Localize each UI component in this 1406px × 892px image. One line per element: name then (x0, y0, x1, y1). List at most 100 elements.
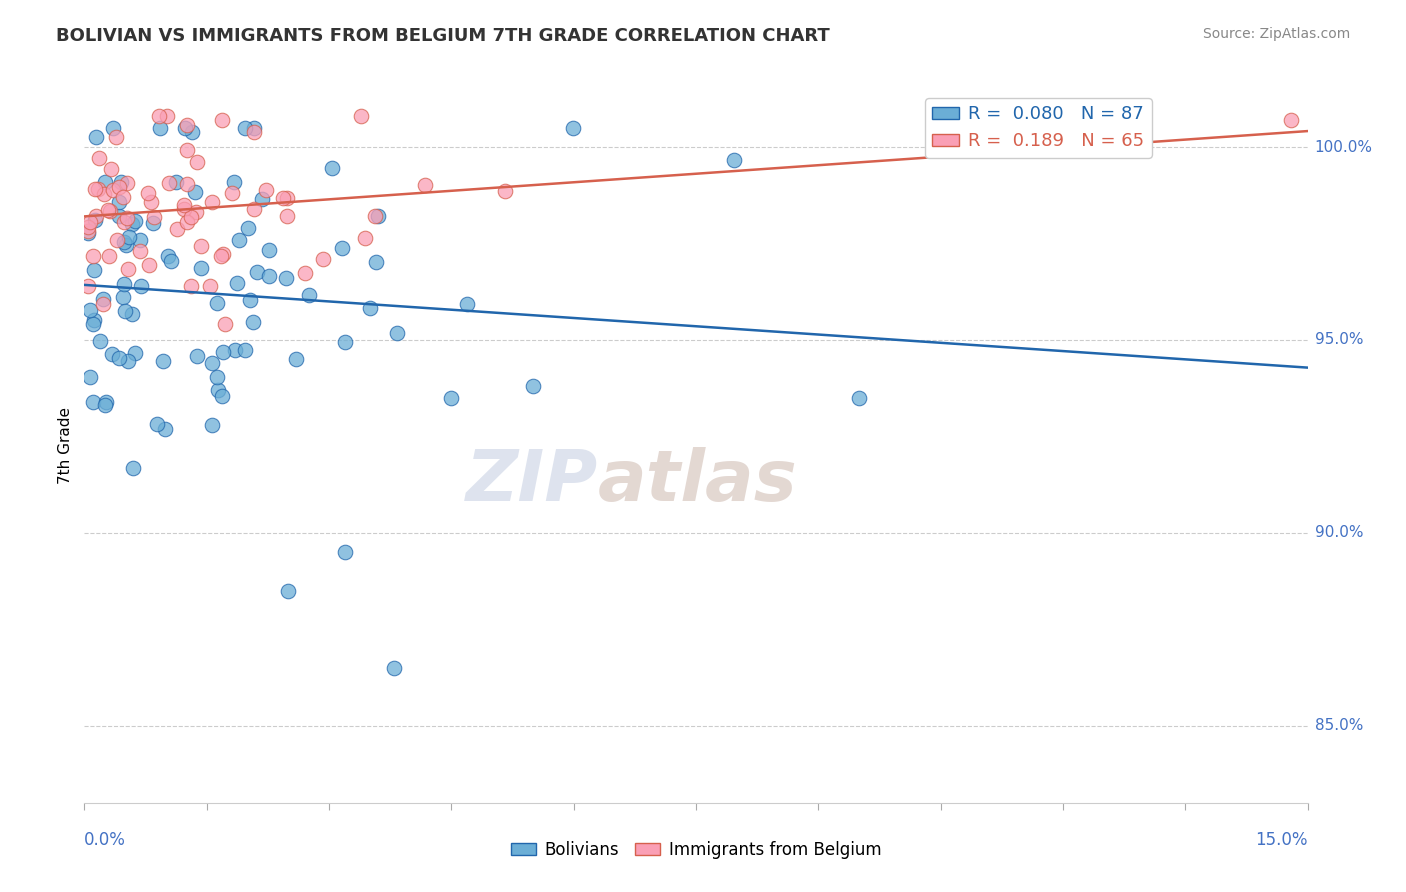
Point (112, 215, 135, 229)
Point (233, 120, 256, 135)
Point (274, 271, 297, 285)
Point (359, 301, 381, 315)
Point (333, 334, 356, 349)
Point (214, 317, 236, 331)
Point (205, 295, 228, 310)
Point (190, 238, 212, 252)
Point (212, 345, 235, 359)
Point (176, 177, 198, 191)
Point (129, 278, 152, 293)
Point (115, 238, 138, 252)
Text: Source: ZipAtlas.com: Source: ZipAtlas.com (1202, 27, 1350, 41)
Point (1279, 113, 1302, 128)
Point (153, 422, 176, 436)
Point (285, 351, 308, 366)
Point (110, 175, 132, 189)
Point (228, 233, 250, 247)
Point (180, 211, 202, 225)
Point (112, 190, 135, 204)
Point (198, 278, 221, 293)
Point (117, 353, 139, 368)
Point (105, 129, 128, 144)
Point (98, 204, 121, 219)
Point (124, 346, 146, 360)
Point (233, 343, 256, 357)
Point (160, 253, 183, 268)
Point (186, 349, 208, 363)
Point (382, 661, 405, 675)
Point (440, 391, 463, 405)
Point (166, 222, 188, 236)
Point (173, 120, 195, 135)
Point (103, 120, 125, 135)
Point (138, 258, 160, 272)
Point (211, 388, 233, 402)
Point (254, 183, 277, 197)
Point (330, 241, 353, 255)
Point (226, 276, 249, 290)
Text: 95.0%: 95.0% (1315, 333, 1362, 347)
Point (335, 545, 357, 559)
Point (201, 356, 224, 370)
Point (456, 296, 478, 310)
Point (100, 161, 122, 176)
Point (121, 217, 143, 231)
Point (276, 209, 298, 223)
Point (212, 247, 235, 261)
Point (211, 112, 233, 127)
Point (209, 249, 232, 263)
Point (562, 120, 585, 135)
Point (96, 395, 118, 409)
Point (117, 211, 139, 226)
Text: 90.0%: 90.0% (1315, 525, 1362, 541)
Point (257, 244, 280, 258)
Point (166, 175, 188, 189)
Text: 15.0%: 15.0% (1256, 831, 1308, 849)
Point (112, 277, 135, 292)
Point (257, 269, 280, 284)
Legend: Bolivians, Immigrants from Belgium: Bolivians, Immigrants from Belgium (503, 835, 889, 866)
Point (494, 184, 516, 198)
Point (364, 254, 387, 268)
Point (84, 212, 107, 227)
Point (173, 202, 195, 217)
Point (201, 418, 224, 433)
Text: ZIP: ZIP (465, 447, 598, 516)
Point (298, 288, 321, 302)
Text: 0.0%: 0.0% (84, 831, 127, 849)
Point (186, 205, 208, 219)
Point (224, 175, 246, 189)
Point (176, 143, 198, 157)
Point (367, 209, 389, 223)
Y-axis label: 7th Grade: 7th Grade (58, 408, 73, 484)
Point (242, 125, 264, 139)
Point (117, 230, 139, 244)
Point (364, 209, 387, 223)
Point (156, 109, 179, 123)
Point (108, 351, 131, 366)
Text: BOLIVIAN VS IMMIGRANTS FROM BELGIUM 7TH GRADE CORRELATION CHART: BOLIVIAN VS IMMIGRANTS FROM BELGIUM 7TH … (56, 27, 830, 45)
Point (413, 178, 436, 192)
Point (207, 384, 229, 398)
Point (522, 379, 544, 393)
Point (129, 244, 152, 258)
Point (98, 249, 121, 263)
Point (105, 233, 128, 247)
Point (101, 183, 124, 197)
Text: 85.0%: 85.0% (1315, 718, 1362, 733)
Point (136, 186, 159, 200)
Point (848, 391, 870, 405)
Text: atlas: atlas (598, 447, 797, 516)
Point (236, 221, 259, 235)
Point (277, 583, 299, 598)
Point (79, 370, 101, 384)
Point (294, 266, 316, 280)
Point (83, 263, 105, 277)
Text: 100.0%: 100.0% (1315, 139, 1372, 154)
Point (82, 249, 104, 263)
Point (84, 209, 107, 223)
Point (242, 315, 264, 329)
Point (114, 304, 136, 318)
Point (173, 198, 195, 212)
Point (246, 265, 269, 279)
